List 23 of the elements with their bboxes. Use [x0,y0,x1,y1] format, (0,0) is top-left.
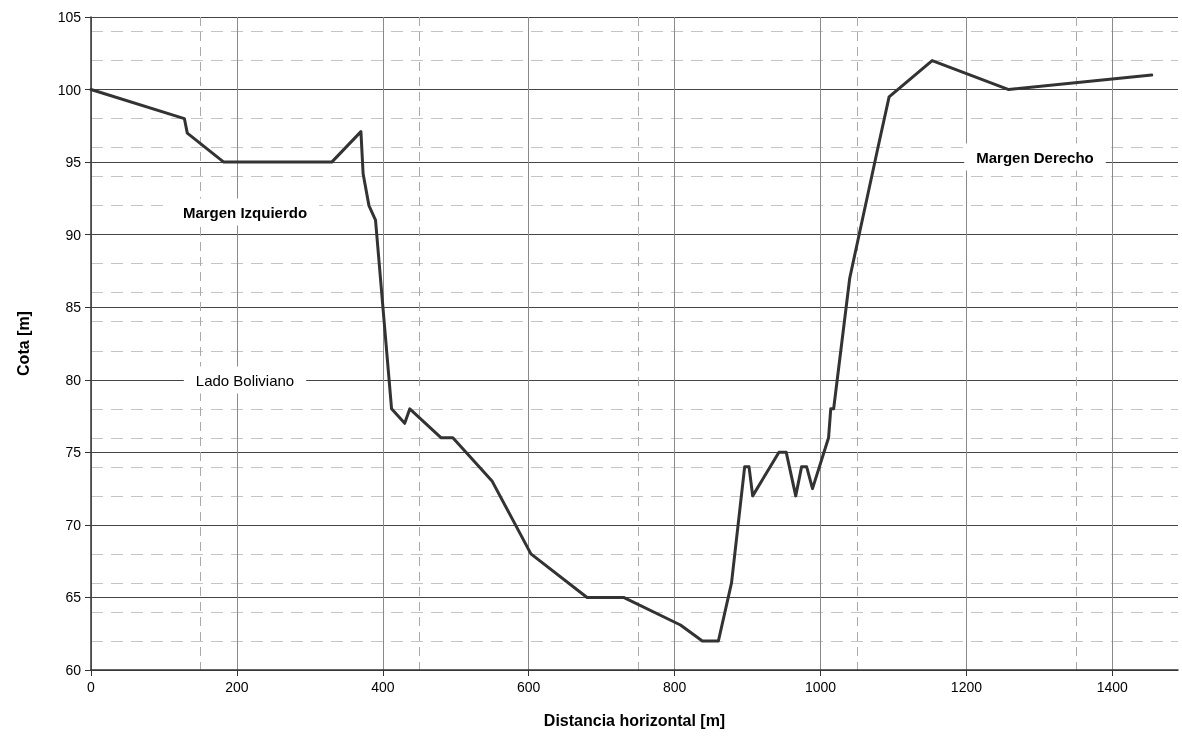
y-tick-label: 70 [65,516,82,533]
x-tick-label: 1000 [804,679,837,695]
y-tick-label: 65 [65,589,82,606]
x-tick-label: 200 [225,679,249,695]
y-tick-label: 95 [65,154,82,171]
y-tick-label: 85 [65,299,82,316]
y-tick-label: 100 [57,81,82,98]
y-tick-label: 90 [65,226,82,243]
x-tick-label: 1400 [1096,679,1129,695]
annotation: Lado Boliviano [195,371,295,389]
x-tick-label: 1200 [950,679,983,695]
x-tick-label: 400 [371,679,395,695]
annotation: Margen Izquierdo [182,203,308,221]
x-tick-label: 600 [517,679,541,695]
x-axis-title: Distancia horizontal [m] [543,711,726,729]
annotation: Margen Derecho [976,148,1094,166]
y-tick-label: 60 [65,662,82,678]
y-axis-title: Cota [m] [14,311,32,376]
x-tick-label: 800 [662,679,687,695]
y-tick-label: 80 [65,371,82,388]
x-tick-label: 0 [87,679,96,695]
y-tick-label: 75 [65,444,82,461]
y-tick-label: 105 [57,9,82,25]
